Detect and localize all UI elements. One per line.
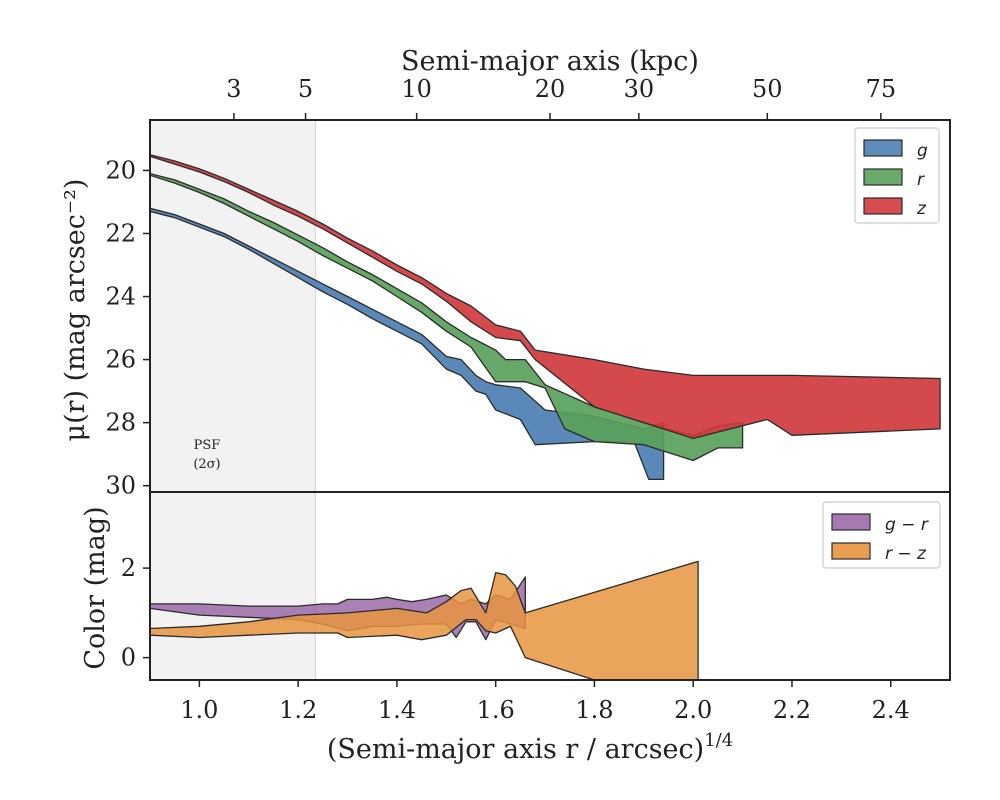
y-tick-label: 22 — [105, 219, 136, 247]
top-tick-label: 3 — [226, 75, 241, 103]
bottom-axis-title-exponent: 1/4 — [704, 730, 733, 751]
y-tick-label: 26 — [105, 346, 136, 374]
color-legend-swatch — [831, 513, 871, 531]
band-legend-label: z — [916, 199, 927, 219]
x-tick-label: 1.6 — [477, 696, 515, 724]
top-tick-label: 50 — [752, 75, 783, 103]
band-g — [150, 207, 665, 481]
psf-label-line2: (2σ) — [193, 457, 220, 472]
color-legend-swatch — [831, 542, 871, 560]
color-panel: 0 2 1.0 1.2 1.4 1.6 1.8 2.0 2.2 2.4 g − r r − z — [121, 491, 951, 724]
bottom-axis-title: (Semi-major axis r / arcsec)1/4 — [327, 730, 733, 765]
top-axis-title: Semi-major axis (kpc) — [401, 46, 699, 77]
top-tick-label: 30 — [624, 75, 655, 103]
top-tick-label: 20 — [535, 75, 566, 103]
band-r-minus-z — [150, 560, 699, 680]
x-tick-label: 1.4 — [378, 696, 416, 724]
band-legend-swatch — [863, 168, 903, 186]
color-legend-label: g − r — [885, 515, 929, 535]
top-tick-label: 5 — [298, 75, 313, 103]
y-tick-label: 0 — [121, 644, 136, 672]
bottom-axis-title-text: (Semi-major axis r / arcsec) — [327, 734, 704, 765]
y-tick-label: 24 — [105, 283, 136, 311]
color-legend-label: r − z — [885, 544, 927, 564]
color-axis-title: Color (mag) — [80, 506, 111, 669]
band-legend-label: r — [917, 170, 925, 190]
psf-region — [150, 120, 316, 680]
x-tick-label: 2.4 — [872, 696, 910, 724]
x-tick-label: 2.0 — [674, 696, 712, 724]
top-tick-label: 10 — [401, 75, 432, 103]
band-legend-swatch — [863, 139, 903, 157]
color-frame — [149, 491, 951, 681]
y-tick-label: 2 — [121, 554, 136, 582]
x-tick-label: 1.0 — [180, 696, 218, 724]
band-legend-swatch — [863, 197, 903, 215]
y-tick-label: 28 — [105, 409, 136, 437]
top-tick-label: 75 — [866, 75, 897, 103]
x-tick-label: 1.8 — [575, 696, 613, 724]
y-tick-label: 20 — [105, 156, 136, 184]
x-tick-label: 2.2 — [773, 696, 811, 724]
band-z — [150, 154, 941, 440]
surface-brightness-axis-title: μ(r) (mag arcsec⁻²) — [60, 179, 91, 442]
psf-label-line1: PSF — [194, 438, 221, 453]
band-r — [150, 172, 744, 462]
x-tick-label: 1.2 — [279, 696, 317, 724]
y-tick-label: 30 — [105, 472, 136, 500]
band-legend-label: g — [917, 141, 928, 161]
